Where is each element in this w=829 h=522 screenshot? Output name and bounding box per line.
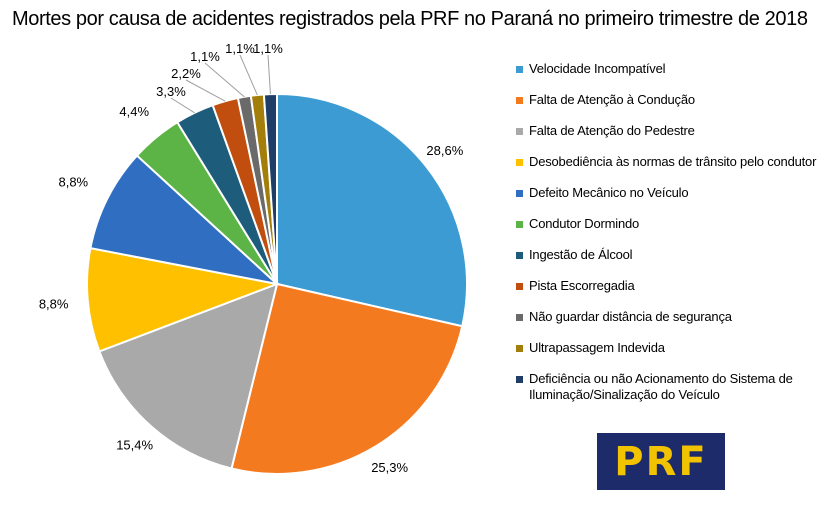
legend-item-pista-escorregadia: Pista Escorregadia xyxy=(516,278,821,309)
legend-item-deficiencia-ou-nao-acionamento-do-sistema-de-iluminacao-sinalizacao-do-veiculo: Deficiência ou não Acionamento do Sistem… xyxy=(516,371,821,411)
legend-label: Condutor Dormindo xyxy=(529,216,640,231)
legend-item-falta-de-atencao-a-conducao: Falta de Atenção à Condução xyxy=(516,92,821,123)
legend-swatch xyxy=(516,314,523,321)
chart-title: Mortes por causa de acidentes registrado… xyxy=(12,8,808,30)
legend-item-condutor-dormindo: Condutor Dormindo xyxy=(516,216,821,247)
slice-label-pista-escorregadia: 2,2% xyxy=(171,66,201,81)
legend-item-velocidade-incompativel: Velocidade Incompatível xyxy=(516,61,821,92)
legend-label: Deficiência ou não Acionamento do Sistem… xyxy=(529,371,793,402)
legend-swatch xyxy=(516,252,523,259)
leader-line-pista-escorregadia xyxy=(185,79,226,102)
pie-slice-defeito-mecanico-no-veiculo xyxy=(89,154,281,286)
legend-label: Falta de Atenção do Pedestre xyxy=(529,123,695,138)
pie-slice-falta-de-atencao-do-pedestre xyxy=(98,282,279,470)
slice-label-ultrapassagem-indevida: 1,1% xyxy=(225,41,255,56)
legend-item-defeito-mecanico-no-veiculo: Defeito Mecânico no Veículo xyxy=(516,185,821,216)
legend-item-ingestao-de-alcool: Ingestão de Álcool xyxy=(516,247,821,278)
slice-label-falta-de-atencao-do-pedestre: 15,4% xyxy=(116,438,153,453)
legend-swatch xyxy=(516,345,523,352)
slice-label-deficiencia-ou-nao-acionamento-do-sistema-de-iluminacao-sinalizacao-do-veiculo: 1,1% xyxy=(253,41,283,56)
legend-swatch xyxy=(516,128,523,135)
slice-label-velocidade-incompativel: 28,6% xyxy=(426,143,463,158)
leader-line-ultrapassagem-indevida xyxy=(239,54,258,96)
pie-slice-deficiencia-ou-nao-acionamento-do-sistema-de-iluminacao-sinalizacao-do-veiculo xyxy=(262,92,278,285)
slice-label-falta-de-atencao-a-conducao: 25,3% xyxy=(371,460,408,475)
legend-label: Ultrapassagem Indevida xyxy=(529,340,665,355)
pie-slice-desobediencia-as-normas-de-transito-pelo-condutor xyxy=(86,246,281,353)
legend-item-desobediencia-as-normas-de-transito-pelo-condutor: Desobediência às normas de trânsito pelo… xyxy=(516,154,821,185)
slice-label-nao-guardar-distancia-de-seguranca: 1,1% xyxy=(190,49,220,64)
legend-swatch xyxy=(516,283,523,290)
leader-line-nao-guardar-distancia-de-seguranca xyxy=(204,62,245,98)
slice-label-defeito-mecanico-no-veiculo: 8,8% xyxy=(58,175,88,190)
legend-swatch xyxy=(516,190,523,197)
chart-legend: Velocidade Incompatível Falta de Atenção … xyxy=(516,61,821,411)
legend-swatch xyxy=(516,159,523,166)
leader-line-ingestao-de-alcool xyxy=(170,97,195,114)
legend-label: Velocidade Incompatível xyxy=(529,61,666,76)
pie-slice-falta-de-atencao-a-conducao xyxy=(230,282,464,475)
legend-label: Não guardar distância de segurança xyxy=(529,309,732,324)
legend-swatch xyxy=(516,66,523,73)
legend-label: Falta de Atenção à Condução xyxy=(529,92,695,107)
legend-label: Ingestão de Álcool xyxy=(529,247,633,262)
legend-item-nao-guardar-distancia-de-seguranca: Não guardar distância de segurança xyxy=(516,309,821,340)
leader-line-deficiencia-ou-nao-acionamento-do-sistema-de-iluminacao-sinalizacao-do-veiculo xyxy=(267,54,271,95)
slice-label-ingestao-de-alcool: 3,3% xyxy=(156,84,186,99)
legend-item-falta-de-atencao-do-pedestre: Falta de Atenção do Pedestre xyxy=(516,123,821,154)
legend-swatch xyxy=(516,221,523,228)
slice-label-condutor-dormindo: 4,4% xyxy=(119,104,149,119)
legend-label: Desobediência às normas de trânsito pelo… xyxy=(529,154,817,169)
prf-logo-text: PRF xyxy=(614,438,708,485)
legend-label: Defeito Mecânico no Veículo xyxy=(529,185,689,200)
legend-swatch xyxy=(516,376,523,383)
legend-item-ultrapassagem-indevida: Ultrapassagem Indevida xyxy=(516,340,821,371)
pie-slice-velocidade-incompativel xyxy=(276,92,468,328)
legend-label: Pista Escorregadia xyxy=(529,278,635,293)
slice-label-desobediencia-as-normas-de-transito-pelo-condutor: 8,8% xyxy=(39,296,69,311)
prf-logo: PRF xyxy=(597,433,725,490)
legend-swatch xyxy=(516,97,523,104)
